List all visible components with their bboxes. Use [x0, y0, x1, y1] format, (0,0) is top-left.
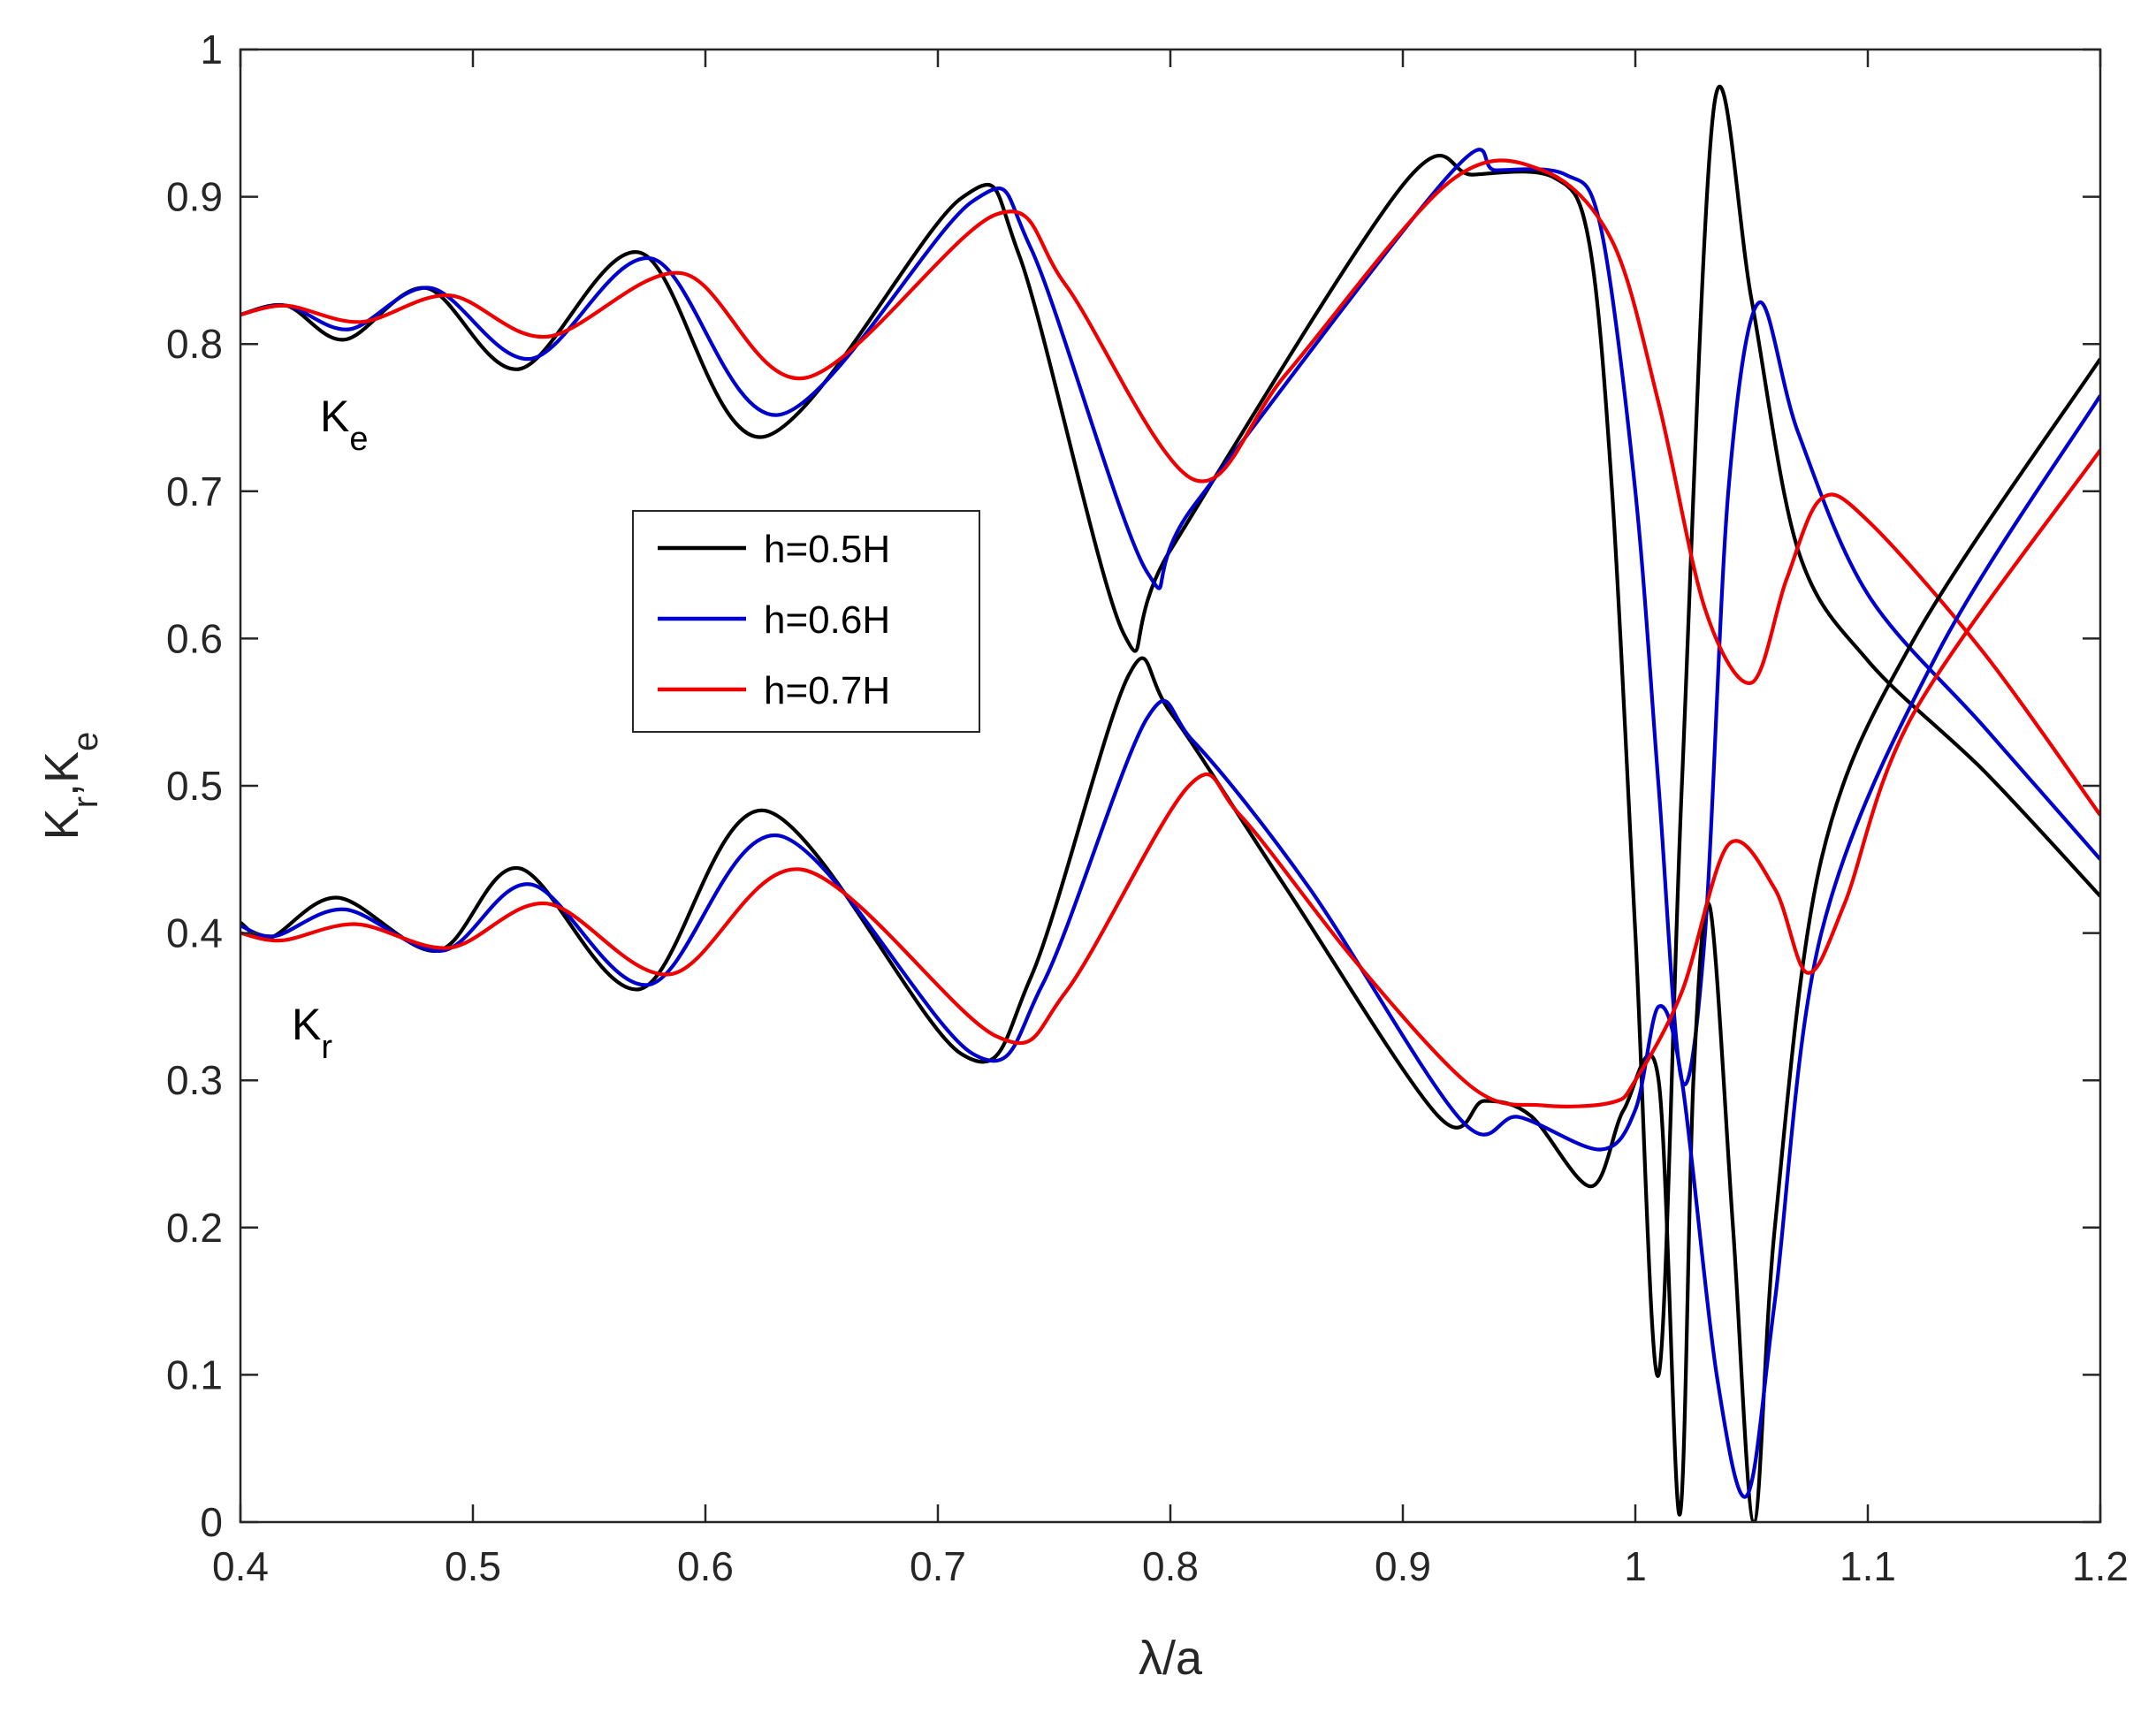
y-tick-label: 0.9: [166, 174, 223, 220]
x-tick-label: 1.1: [1840, 1543, 1896, 1589]
x-tick-label: 0.4: [212, 1543, 269, 1589]
curve-annotations: Ke Kr: [292, 392, 369, 1066]
legend: h=0.5H h=0.6H h=0.7H: [632, 510, 980, 733]
y-tick-label: 0.4: [166, 910, 223, 956]
y-tick-label: 0.2: [166, 1205, 223, 1251]
x-tick-label: 1.2: [2072, 1543, 2129, 1589]
ke-curve-h-0-7h: [240, 158, 2100, 817]
ke-curve-h-0-6h: [240, 148, 2100, 1087]
kr-curve-h-0-5h: [240, 357, 2100, 1522]
y-tick-label: 0.6: [166, 615, 223, 661]
kr-curve-h-0-7h: [240, 448, 2100, 1108]
legend-box: [632, 510, 980, 733]
y-tick-label: 0: [200, 1499, 223, 1545]
x-tick-label: 0.9: [1375, 1543, 1431, 1589]
legend-entry: h=0.7H: [764, 669, 890, 712]
y-tick-label: 0.3: [166, 1057, 223, 1103]
y-tick-label: 1: [200, 27, 223, 72]
y-tick-label: 0.1: [166, 1351, 223, 1397]
x-axis-title: λ/a: [1139, 1632, 1203, 1685]
x-tick-label: 1: [1624, 1543, 1647, 1589]
kr-curve-h-0-6h: [240, 394, 2100, 1499]
y-axis-title-text: Kr,Ke: [35, 732, 105, 841]
x-tick-label: 0.8: [1142, 1543, 1199, 1589]
y-tick-label: 0.8: [166, 321, 223, 367]
curve-label-ke: Ke: [320, 392, 369, 458]
x-tick-label: 0.6: [677, 1543, 734, 1589]
y-tick-label: 0.5: [166, 763, 223, 809]
curve-label-kr: Kr: [292, 1000, 332, 1066]
legend-entry: h=0.5H: [764, 528, 890, 571]
tick-labels: 0.4 0.5 0.6 0.7 0.8 0.9 1 1.1 1.2 0 0.1 0.2 0.3 0.4 0.…: [166, 27, 2129, 1589]
x-tick-label: 0.5: [445, 1543, 501, 1589]
legend-entry: h=0.6H: [764, 598, 890, 642]
x-tick-label: 0.7: [910, 1543, 966, 1589]
series-layer: [240, 84, 2100, 1522]
y-tick-label: 0.7: [166, 468, 223, 514]
axis-ticks: [239, 48, 2102, 1524]
y-axis-title: Kr,Ke: [35, 732, 105, 841]
